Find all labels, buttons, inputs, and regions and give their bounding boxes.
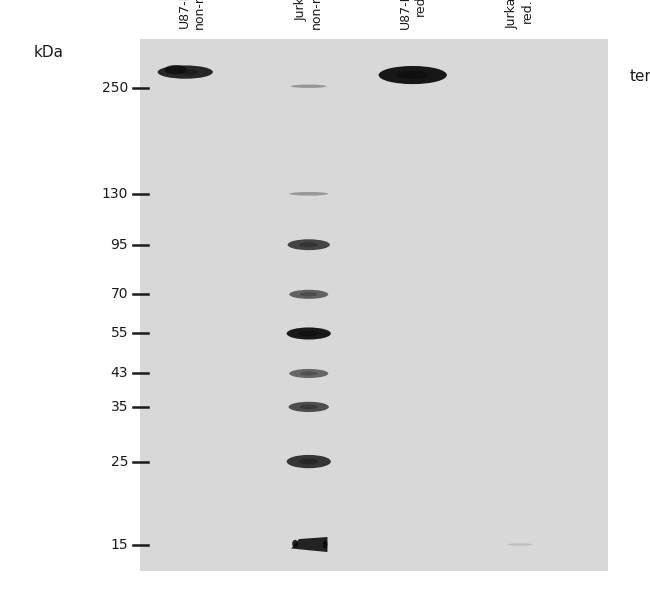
Text: 95: 95	[111, 238, 128, 252]
Ellipse shape	[291, 85, 326, 88]
Ellipse shape	[299, 242, 318, 247]
Ellipse shape	[289, 369, 328, 378]
Text: 130: 130	[101, 187, 128, 201]
Text: U87-MG
red.: U87-MG red.	[398, 0, 427, 29]
Ellipse shape	[299, 458, 318, 464]
Ellipse shape	[164, 65, 187, 74]
Text: tenascin: tenascin	[629, 69, 650, 84]
Text: 43: 43	[111, 367, 128, 381]
Ellipse shape	[292, 540, 298, 548]
Ellipse shape	[378, 66, 447, 84]
Ellipse shape	[300, 371, 317, 376]
Ellipse shape	[289, 290, 328, 299]
Text: 15: 15	[111, 538, 128, 551]
Polygon shape	[291, 537, 328, 552]
Ellipse shape	[157, 65, 213, 79]
Ellipse shape	[300, 292, 317, 297]
Ellipse shape	[508, 543, 532, 546]
Ellipse shape	[323, 540, 328, 549]
Ellipse shape	[179, 69, 198, 75]
Ellipse shape	[397, 71, 428, 79]
Ellipse shape	[287, 327, 331, 339]
Ellipse shape	[300, 405, 318, 410]
Text: kDa: kDa	[34, 45, 64, 60]
Text: U87-MG
non-red.: U87-MG non-red.	[177, 0, 206, 29]
FancyBboxPatch shape	[140, 39, 608, 571]
Ellipse shape	[287, 455, 331, 468]
Text: 70: 70	[111, 288, 128, 301]
Text: 25: 25	[111, 455, 128, 469]
Text: 55: 55	[111, 327, 128, 341]
Text: 250: 250	[102, 80, 128, 95]
Ellipse shape	[289, 402, 329, 412]
Text: Jurkat
red.: Jurkat red.	[506, 0, 534, 29]
Text: Jurkat
non-red.: Jurkat non-red.	[294, 0, 323, 29]
Ellipse shape	[289, 192, 328, 196]
Ellipse shape	[299, 331, 318, 336]
Ellipse shape	[287, 239, 330, 250]
Text: 35: 35	[111, 400, 128, 414]
